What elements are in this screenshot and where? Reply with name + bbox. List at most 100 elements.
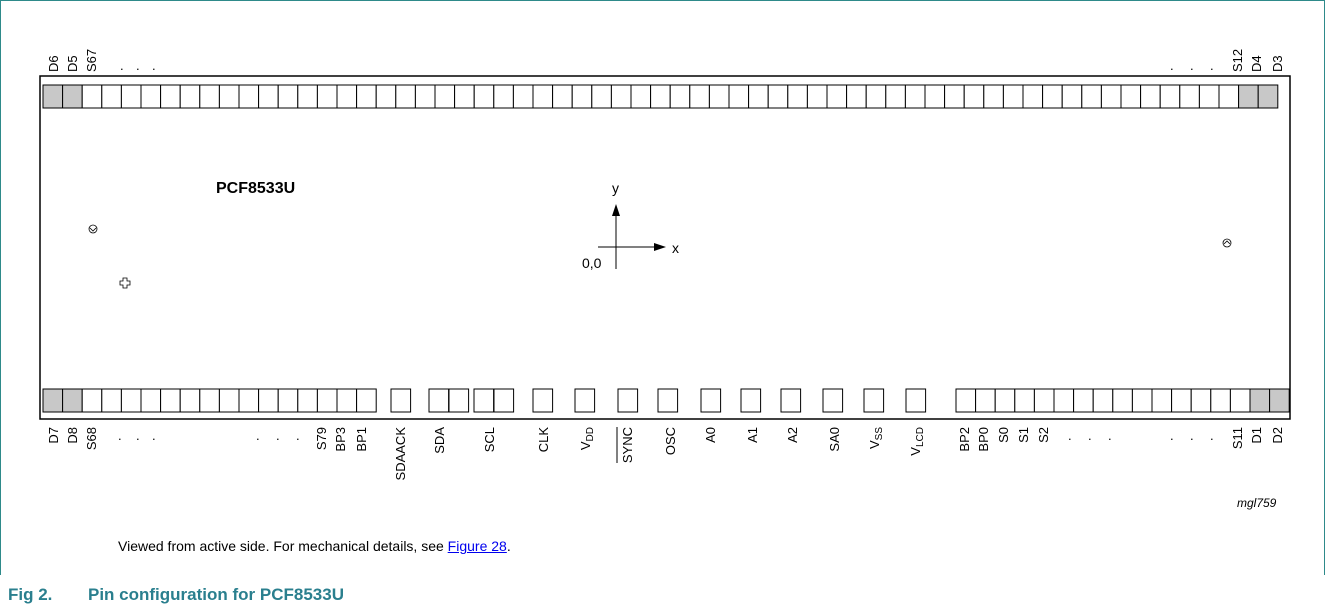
bottom-pin-label: S0 — [996, 427, 1011, 443]
bond-pad — [617, 388, 639, 413]
bond-pad — [42, 84, 64, 109]
bond-pad — [1269, 388, 1290, 413]
ellipsis-dot: . — [1190, 58, 1194, 73]
bond-pad — [1112, 388, 1133, 413]
chip-outline — [39, 75, 1291, 420]
caption-tail: . — [506, 538, 511, 554]
bond-pad — [493, 388, 515, 413]
bond-pad — [473, 84, 495, 109]
top-pin-label: S12 — [1230, 49, 1245, 72]
bond-pad — [657, 388, 679, 413]
bottom-pin-label: S2 — [1036, 427, 1051, 443]
bond-pad — [1092, 388, 1114, 413]
bottom-pin-label: SDAACK — [393, 427, 408, 481]
bond-pad — [983, 84, 1004, 109]
caption-text: Viewed from active side. For mechanical … — [118, 538, 448, 554]
bond-pad — [1053, 388, 1075, 413]
bottom-pin-label: SA0 — [827, 427, 842, 452]
bond-pad — [277, 84, 299, 109]
bond-pad — [395, 84, 416, 109]
bottom-pin-label: D1 — [1249, 427, 1264, 444]
bond-pad — [1179, 84, 1200, 109]
ellipsis-dot: . — [296, 428, 300, 443]
bottom-pin-label: BP1 — [354, 427, 369, 452]
bottom-pin-label: VSS — [867, 427, 885, 449]
ellipsis-dot: . — [1190, 428, 1194, 443]
ellipsis-dot: . — [1108, 428, 1112, 443]
bond-pad — [1073, 388, 1094, 413]
bottom-pin-label: D8 — [65, 427, 80, 444]
bond-pad — [767, 84, 789, 109]
bond-pad — [574, 388, 596, 413]
bottom-pin-label: BP0 — [976, 427, 991, 452]
ellipsis-dot: . — [136, 58, 140, 73]
bottom-pin-label: D2 — [1270, 427, 1285, 444]
bond-pad — [1120, 84, 1142, 109]
bottom-pin-label: OSC — [663, 427, 678, 455]
bond-pad — [238, 388, 260, 413]
bottom-pin-label: SDA — [432, 427, 447, 454]
bond-pad — [532, 84, 554, 109]
top-pad-row — [42, 84, 1279, 109]
bond-pad — [846, 84, 867, 109]
ellipsis-dot: . — [1170, 58, 1174, 73]
top-pin-label: D5 — [65, 55, 80, 72]
bond-pad — [1198, 84, 1220, 109]
bottom-pin-label: S1 — [1016, 427, 1031, 443]
bottom-pin-label: S79 — [314, 427, 329, 450]
bond-pad — [630, 84, 652, 109]
figure-title-text: Pin configuration for PCF8533U — [88, 585, 344, 604]
bond-pad — [62, 84, 83, 109]
bond-pad — [1131, 388, 1153, 413]
bond-pad — [448, 388, 470, 413]
bottom-pin-label: S68 — [84, 427, 99, 450]
bond-pad — [297, 84, 318, 109]
ellipsis-dot: . — [1210, 58, 1214, 73]
figure-caption: Viewed from active side. For mechanical … — [118, 538, 511, 554]
bond-pad — [1229, 388, 1251, 413]
bond-pad — [806, 84, 828, 109]
bond-pad — [316, 388, 338, 413]
top-pin-label: D3 — [1270, 55, 1285, 72]
ellipsis-dot: . — [1068, 428, 1072, 443]
bond-pad — [532, 388, 554, 413]
bond-pad — [650, 84, 671, 109]
bond-pad — [787, 84, 808, 109]
bond-pad — [1081, 84, 1102, 109]
bond-pad — [905, 388, 927, 413]
bond-pad — [1002, 84, 1024, 109]
bottom-pin-label: CLK — [536, 427, 551, 453]
chip-name: PCF8533U — [216, 180, 295, 197]
bond-pad — [748, 84, 769, 109]
bond-pad — [179, 84, 201, 109]
bond-pad — [863, 388, 885, 413]
bottom-pin-label: SCL — [482, 427, 497, 452]
bond-pad — [610, 84, 632, 109]
bond-pad — [1218, 84, 1240, 109]
axis-x-label: x — [672, 240, 679, 256]
figure-28-link[interactable]: Figure 28 — [447, 538, 507, 554]
bond-pad — [390, 388, 412, 413]
bond-pad — [1257, 84, 1279, 109]
bottom-pin-label: A2 — [785, 427, 800, 443]
bottom-pin-label: A1 — [745, 427, 760, 443]
coordinate-axes: y x 0,0 — [582, 180, 679, 271]
bond-pad — [160, 388, 181, 413]
bond-pad — [1159, 84, 1181, 109]
bond-pad — [865, 84, 887, 109]
ellipsis-dot: . — [118, 428, 122, 443]
top-pin-label: D4 — [1249, 55, 1264, 72]
bond-pad — [904, 84, 926, 109]
bottom-pin-label: D7 — [46, 427, 61, 444]
bond-pad — [140, 84, 162, 109]
alignment-mark-cross-icon — [119, 277, 131, 289]
bond-pad — [297, 388, 318, 413]
bottom-pin-labels: D7 D8 S68 S79 BP3 BP1 BP2 BP0 S0 S1 S2 S11 D1 D2 SDAAC… — [46, 427, 1285, 481]
figure-frame — [0, 0, 1325, 575]
top-pin-labels: D6 D5 S67 S12 D4 D3...... — [46, 49, 1285, 73]
bond-pad — [81, 388, 103, 413]
bond-pad — [356, 84, 377, 109]
bond-pad — [1151, 388, 1173, 413]
bond-pad — [822, 388, 844, 413]
bond-pad — [336, 84, 358, 109]
